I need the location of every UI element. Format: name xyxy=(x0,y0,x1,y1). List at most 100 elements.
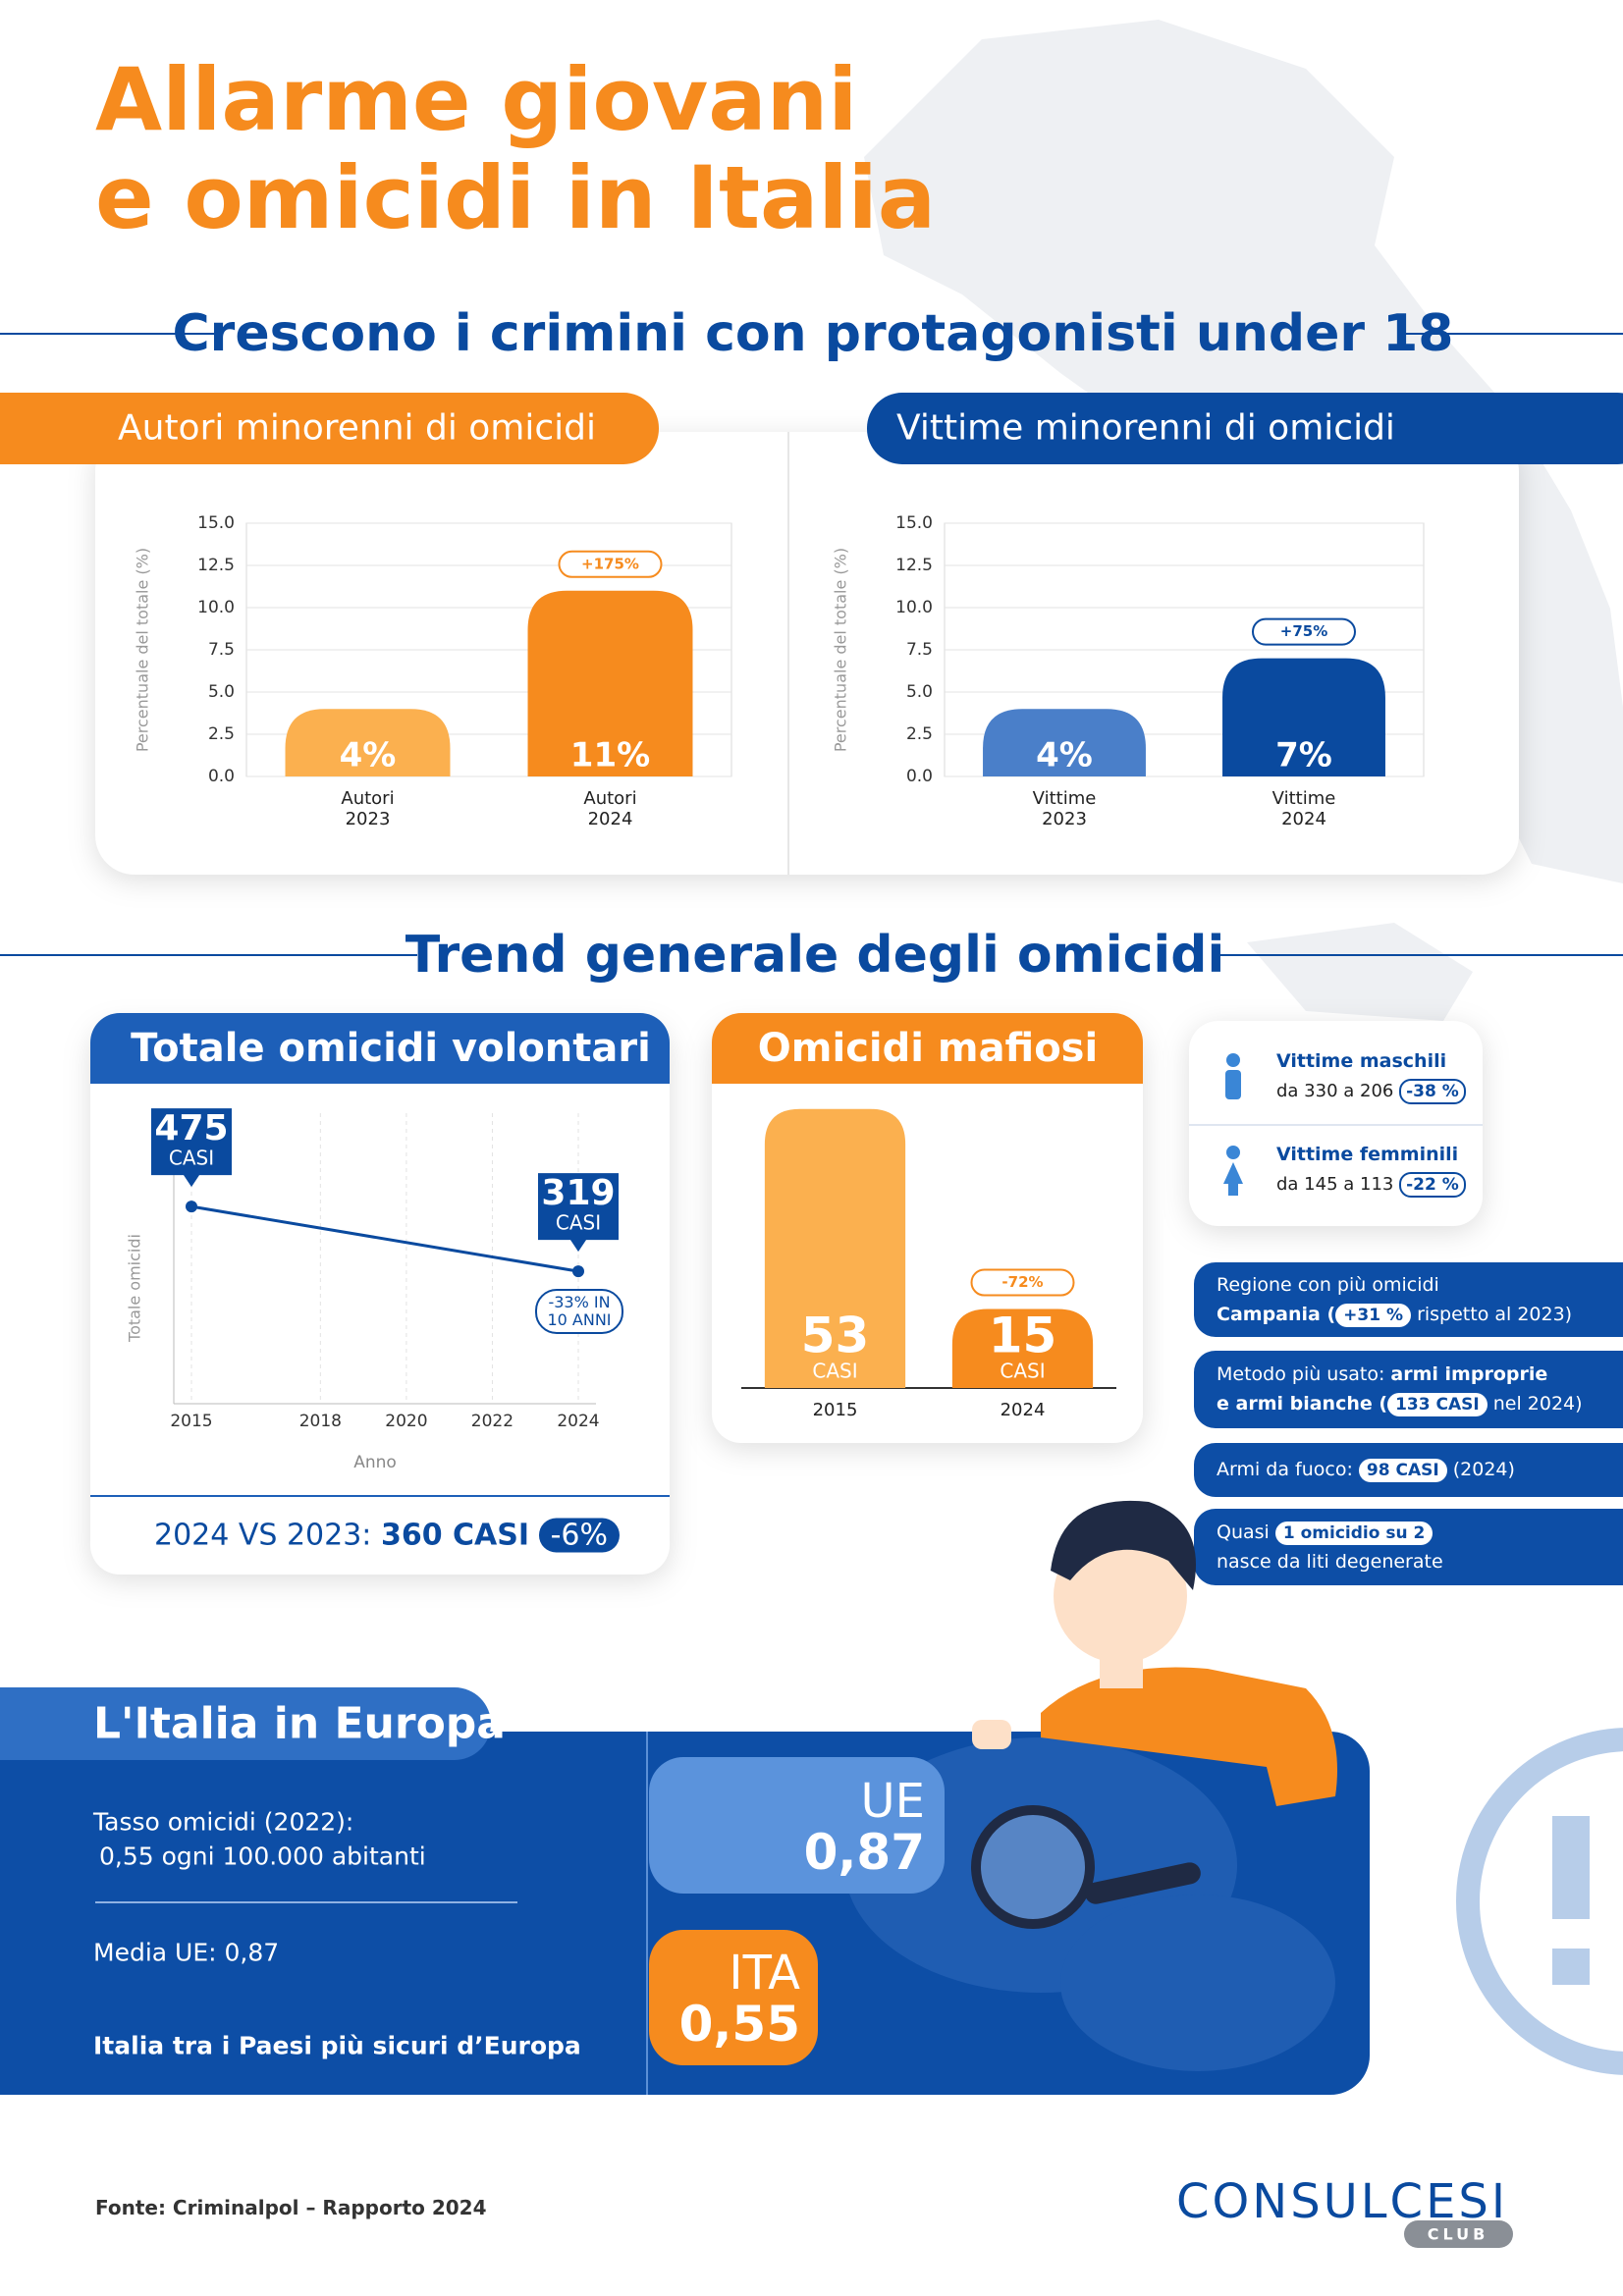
victim-change: -22 % xyxy=(1399,1172,1466,1198)
eu-box xyxy=(649,1757,945,1894)
victim-change: -38 % xyxy=(1399,1079,1466,1104)
male-icon xyxy=(1225,1053,1241,1099)
fact: Metodo più usato: armi improprie e armi … xyxy=(1217,1360,1583,1418)
x-tick-label: Autori 2024 xyxy=(583,788,637,829)
victim-range: da 145 a 113 xyxy=(1276,1174,1394,1195)
footer-value: 360 CASI xyxy=(380,1518,530,1553)
unit-label: CASI xyxy=(812,1360,857,1383)
annotation: +175% xyxy=(581,555,639,572)
victim-detail: da 330 a 206 -38 % xyxy=(1276,1079,1466,1104)
annotation-box xyxy=(970,1268,1075,1297)
label-box xyxy=(151,1108,232,1188)
chart-title: Vittime minorenni di omicidi xyxy=(896,407,1395,449)
bar xyxy=(951,1308,1094,1388)
y-tick-label: 12.5 xyxy=(197,556,235,575)
fact-badge: 133 CASI xyxy=(1387,1393,1488,1416)
y-tick-label: 10.0 xyxy=(895,598,933,617)
title: Allarme giovani xyxy=(95,49,858,150)
alert-mark xyxy=(1552,1949,1590,1985)
value-label: 319 xyxy=(541,1173,615,1213)
fact-after: rispetto al 2023) xyxy=(1417,1304,1573,1325)
card xyxy=(90,1021,670,1575)
fact: Regione con più omicidi Campania (+31 % … xyxy=(1217,1270,1572,1329)
y-tick-label: 0.0 xyxy=(906,767,933,786)
chart-title: Omicidi mafiosi xyxy=(757,1026,1099,1071)
footer-stat: 2024 VS 2023: 360 CASI -6% xyxy=(153,1518,621,1553)
map-shape xyxy=(1247,923,1473,1021)
card-header xyxy=(712,1050,1143,1084)
y-tick-label: 10.0 xyxy=(197,598,235,617)
unit-label: CASI xyxy=(556,1211,601,1235)
ita-label: ITA xyxy=(729,1946,800,2001)
eu-label: UE xyxy=(860,1774,925,1829)
x-tick-label: 2022 xyxy=(471,1412,514,1431)
divider xyxy=(95,1901,517,1903)
bar xyxy=(764,1108,906,1388)
logo: CONSULCESI xyxy=(1176,2174,1509,2229)
card-header xyxy=(90,1050,670,1084)
y-tick-label: 7.5 xyxy=(906,640,933,660)
fact: Armi da fuoco: 98 CASI (2024) xyxy=(1217,1455,1515,1484)
footer-label: 2024 VS 2023: xyxy=(153,1518,372,1553)
y-tick-label: 2.5 xyxy=(906,724,933,744)
character xyxy=(971,1500,1337,1929)
fact-banner xyxy=(1194,1262,1623,1337)
x-tick-label: 2015 xyxy=(170,1412,212,1431)
fact-bold: e armi bianche ( xyxy=(1217,1393,1388,1415)
fact-bold: armi improprie xyxy=(1390,1363,1548,1385)
value-label: 7% xyxy=(1275,736,1332,775)
footer-change: -6% xyxy=(538,1518,621,1553)
y-tick-label: 15.0 xyxy=(197,513,235,533)
point xyxy=(572,1265,584,1278)
europe-text: Tasso omicidi (2022): xyxy=(93,1807,354,1837)
eu-value: 0,87 xyxy=(803,1824,925,1881)
value-label: 53 xyxy=(801,1308,870,1364)
annotation: -72% xyxy=(1001,1273,1043,1291)
fact-after: (2024) xyxy=(1452,1459,1515,1480)
fact-line: Quasi 1 omicidio su 2 xyxy=(1217,1518,1443,1547)
female-icon xyxy=(1223,1146,1243,1196)
alert-circle xyxy=(1456,1728,1623,2075)
section-heading: Trend generale degli omicidi xyxy=(405,926,1225,985)
pill xyxy=(0,1687,491,1760)
fact-line: Metodo più usato: armi improprie xyxy=(1217,1360,1583,1389)
victim-title: Vittime femminili xyxy=(1276,1144,1459,1165)
europe-title: L'Italia in Europa xyxy=(93,1698,506,1749)
fact: Quasi 1 omicidio su 2 nasce da liti dege… xyxy=(1217,1518,1443,1576)
fact-line: nasce da liti degenerate xyxy=(1217,1551,1443,1573)
victim-range: da 330 a 206 xyxy=(1276,1081,1394,1101)
y-tick-label: 12.5 xyxy=(895,556,933,575)
fact-after: nel 2024) xyxy=(1492,1393,1583,1415)
victim-title: Vittime maschili xyxy=(1276,1050,1447,1072)
x-tick-label: 2018 xyxy=(299,1412,342,1431)
x-axis-label: Anno xyxy=(353,1453,397,1472)
value-label: 4% xyxy=(1036,736,1093,775)
x-tick-label: Autori 2023 xyxy=(341,788,395,829)
logo-sub: CLUB xyxy=(1427,2224,1489,2244)
source: Fonte: Criminalpol – Rapporto 2024 xyxy=(95,2196,487,2219)
europe-text: 0,55 ogni 100.000 abitanti xyxy=(99,1842,426,1871)
fact-line: e armi bianche (133 CASI nel 2024) xyxy=(1217,1389,1583,1418)
unit-label: CASI xyxy=(169,1147,214,1170)
x-tick-label: Vittime 2023 xyxy=(1032,788,1097,829)
y-tick-label: 2.5 xyxy=(208,724,235,744)
x-tick-label: 2015 xyxy=(812,1400,858,1420)
unit-label: CASI xyxy=(1000,1360,1045,1383)
line xyxy=(190,1204,579,1273)
value-label: 4% xyxy=(340,736,397,775)
bar xyxy=(285,709,451,776)
alert-mark xyxy=(1552,1816,1590,1919)
y-tick-label: 7.5 xyxy=(208,640,235,660)
y-tick-label: 5.0 xyxy=(208,682,235,702)
fact-lead: Metodo più usato: xyxy=(1217,1363,1385,1385)
logo-badge xyxy=(1404,2220,1513,2248)
fact-lead: Armi da fuoco: xyxy=(1217,1459,1353,1480)
fact-banner xyxy=(1194,1351,1623,1428)
y-axis-label: Percentuale del totale (%) xyxy=(134,548,152,752)
ita-value: 0,55 xyxy=(678,1996,800,2053)
y-tick-label: 5.0 xyxy=(906,682,933,702)
victim-detail: da 145 a 113 -22 % xyxy=(1276,1172,1466,1198)
